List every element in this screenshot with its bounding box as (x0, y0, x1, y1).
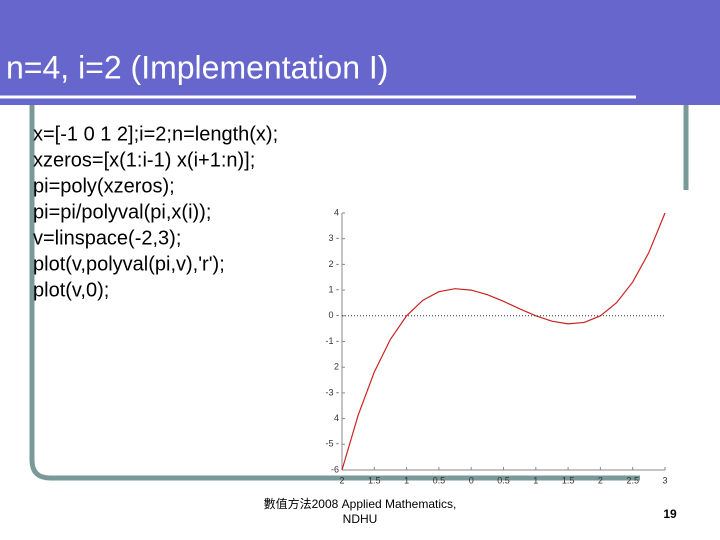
code-line: x=[-1 0 1 2];i=2;n=length(x); (33, 123, 278, 145)
footer-line: NDHU (343, 512, 378, 526)
x-tick-label: 1.5 (562, 475, 575, 485)
y-tick-label: 1 - (328, 284, 339, 294)
page-number: 19 (663, 507, 677, 521)
x-tick-label: 2 (598, 475, 603, 485)
x-tick-label: 1.5 (368, 475, 381, 485)
x-tick-label: 2.5 (626, 475, 639, 485)
footer-line: 數值方法2008 Applied Mathematics, (264, 496, 457, 511)
y-tick-label: 4 (334, 207, 339, 217)
series-line (341, 212, 666, 471)
slide-title: n=4, i=2 (Implementation I) (6, 49, 388, 85)
x-tick-label: 0.5 (497, 475, 510, 485)
y-tick-label: -6 (331, 464, 339, 474)
y-tick-label: -3 - (326, 387, 340, 397)
y-tick-label: 0 - (328, 310, 339, 320)
y-tick-label: 2 (334, 362, 339, 372)
code-line: plot(v,polyval(pi,v),'r'); (33, 253, 225, 275)
x-tick-label: 1 (533, 475, 538, 485)
y-tick-label: 3 - (328, 233, 339, 243)
y-tick-label: -1 - (326, 336, 340, 346)
code-line: plot(v,0); (33, 279, 109, 301)
x-tick-label: 0.5 (433, 475, 446, 485)
y-tick-label: -5 - (326, 439, 340, 449)
x-tick-label: 1 (404, 475, 409, 485)
y-tick-label: 4 (334, 413, 339, 423)
left-frame (29, 105, 640, 481)
code-block: x=[-1 0 1 2];i=2;n=length(x); xzeros=[x(1… (33, 123, 278, 301)
code-line: v=linspace(-2,3); (33, 227, 181, 249)
x-tick-label: 0 (469, 475, 474, 485)
code-line: xzeros=[x(1:i-1) x(i+1:n)]; (33, 149, 255, 171)
y-tick-label: 2 - (328, 259, 339, 269)
code-line: pi=poly(xzeros); (33, 175, 175, 197)
x-tick-label: 3 (662, 475, 667, 485)
code-line: pi=pi/polyval(pi,x(i)); (33, 201, 211, 223)
title-bar (0, 0, 720, 105)
plot: 2 1.5 1 0.5 0 0.5 1 1.5 2 2.5 343 -2 -1 -0 --1 -2-… (326, 207, 668, 485)
x-tick-label: 2 (339, 475, 344, 485)
